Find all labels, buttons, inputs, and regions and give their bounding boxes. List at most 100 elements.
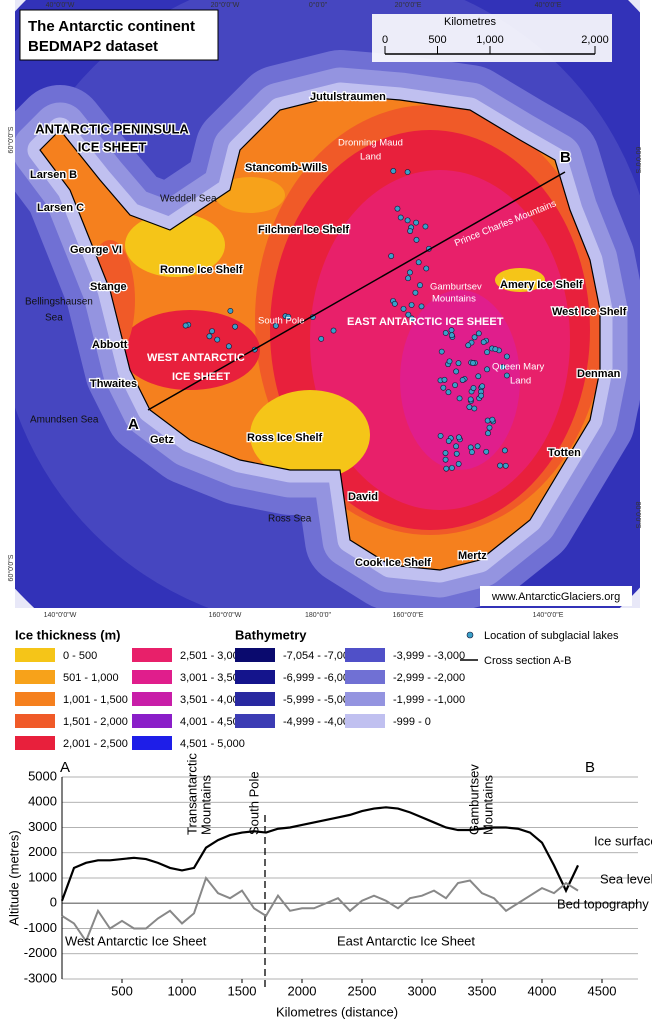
lake [453, 450, 460, 457]
lake [492, 346, 499, 353]
map-label: Jutulstraumen [310, 91, 386, 103]
lake [497, 462, 503, 469]
legend-swatch [15, 736, 55, 750]
lake [503, 353, 510, 360]
legend-label: 2,501 - 3,000 [180, 650, 245, 662]
lake [456, 434, 462, 441]
graticule-label: 60°0'0"S [7, 126, 15, 153]
legend-lake [466, 631, 474, 639]
legend-label: -7,054 - -7,000 [283, 650, 355, 662]
map-title: The Antarctic continent [28, 18, 195, 35]
legend-swatch [345, 648, 385, 662]
graticule-label: 160°0'0"E [393, 611, 424, 619]
scale-label: 500 [428, 34, 446, 46]
map-label: Denman [577, 368, 621, 380]
map-label: Amundsen Sea [30, 415, 99, 426]
lake [480, 339, 487, 345]
end-label: B [585, 759, 595, 776]
graticule-label: 20°0'0"W [211, 1, 240, 9]
lake [474, 443, 481, 450]
legend-label: 4,501 - 5,000 [180, 738, 245, 750]
x-tick-label: 3000 [408, 983, 437, 998]
lake [445, 438, 452, 444]
legend-label: Location of subglacial lakes [484, 630, 619, 642]
x-tick-label: 4500 [588, 983, 617, 998]
legend-label: -4,999 - -4,000 [283, 716, 355, 728]
lake [448, 332, 455, 339]
legend-label: 501 - 1,000 [63, 672, 119, 684]
lake [484, 417, 491, 424]
lake [475, 373, 482, 380]
scale-bar: 0 500 1,000 2,000 [382, 34, 609, 55]
lake [415, 259, 422, 266]
legend-label: -5,999 - -5,000 [283, 694, 355, 706]
x-tick-label: 2000 [288, 983, 317, 998]
thickness-zone [215, 177, 285, 213]
map-label: David [348, 491, 378, 503]
y-tick-label: 1000 [28, 869, 57, 884]
map-label: Larsen C [37, 202, 84, 214]
legend-label: -2,999 - -2,000 [393, 672, 465, 684]
lake [443, 465, 450, 472]
lake [390, 168, 397, 174]
map-label: Mountains [432, 294, 476, 305]
lake [318, 335, 325, 342]
graticule-label: 80°0'0"S [634, 502, 642, 529]
lake [484, 366, 490, 373]
map-label: Dronning Maud [338, 138, 403, 149]
map-label: ICE SHEET [78, 139, 147, 154]
x-tick-label: 4000 [528, 983, 557, 998]
section-end: A [128, 416, 139, 433]
lake [405, 275, 411, 282]
lake [469, 449, 475, 456]
lake [441, 376, 448, 383]
lake [466, 404, 473, 410]
annotation: East Antarctic Ice Sheet [337, 933, 475, 948]
map-label: Bellingshausen [25, 297, 93, 308]
legend-swatch [235, 714, 275, 728]
lake [452, 382, 458, 388]
legend-swatch [132, 736, 172, 750]
legend-swatch [345, 714, 385, 728]
map-label: ICE SHEET [172, 371, 230, 383]
y-tick-label: 5000 [28, 768, 57, 783]
credit-box [480, 586, 632, 606]
lake [467, 396, 474, 403]
graticule-label: 20°0'0"E [395, 1, 422, 9]
lake [437, 432, 444, 439]
lake [412, 289, 419, 296]
legend-swatch [132, 714, 172, 728]
legend-swatch [235, 692, 275, 706]
series-label: Bed topography [557, 896, 649, 911]
legend-swatch [132, 648, 172, 662]
legend-label: -6,999 - -6,000 [283, 672, 355, 684]
map-label: George VI [70, 244, 122, 256]
lake [449, 465, 455, 471]
lake [206, 333, 213, 340]
x-axis-label: Kilometres (distance) [276, 1004, 398, 1019]
lake [445, 389, 452, 396]
map-label: Mertz [458, 550, 487, 562]
graticule-label: 60°0'0"S [634, 147, 642, 174]
y-tick-label: 4000 [28, 794, 57, 809]
map-label: Weddell Sea [160, 194, 217, 205]
y-tick-label: -1000 [24, 920, 57, 935]
annotation: Transantarctic [184, 753, 199, 835]
lake [232, 323, 238, 330]
legend-swatch [15, 648, 55, 662]
legend-label: 2,001 - 2,500 [63, 738, 128, 750]
y-axis-label: Altitude (metres) [6, 830, 21, 925]
map-label: Ronne Ice Shelf [160, 264, 243, 276]
map-label: Amery Ice Shelf [500, 279, 583, 291]
lake [503, 372, 510, 379]
lake [479, 383, 486, 390]
continent [40, 95, 600, 570]
lake [446, 358, 453, 365]
lake [408, 315, 415, 322]
scale-label: 1,000 [476, 34, 504, 46]
lake [453, 443, 459, 450]
lake [418, 303, 425, 310]
lake [330, 327, 337, 334]
map-label: ANTARCTIC PENINSULA [35, 121, 189, 136]
lake [407, 228, 413, 234]
